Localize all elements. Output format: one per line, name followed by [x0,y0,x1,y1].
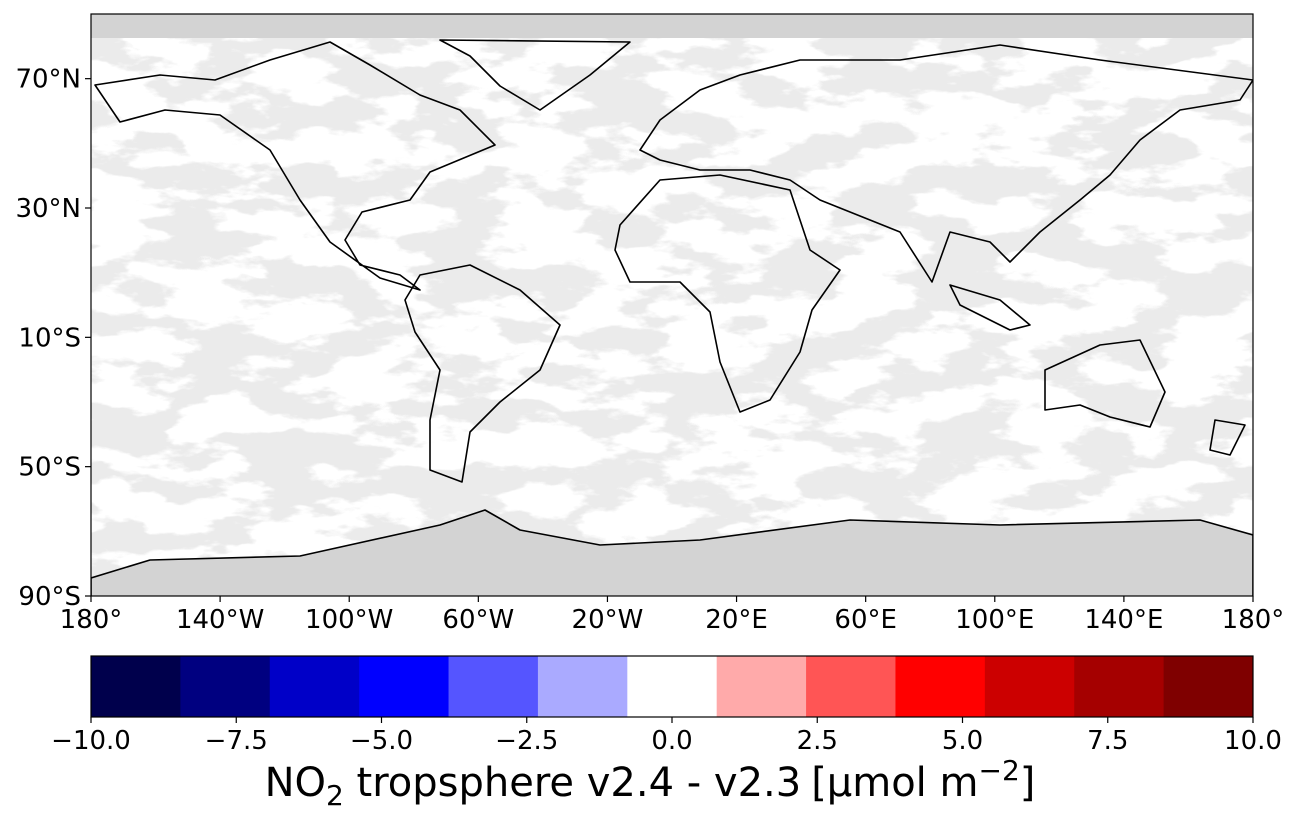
x-tick-label: 180° [1222,605,1285,635]
africa [614,174,841,413]
south-america [404,264,561,483]
cloud-band [91,14,1253,38]
y-tick-label: 10°S [18,323,81,353]
y-tick-label: 30°N [15,194,81,224]
colorbar-bin [91,656,181,717]
colorbar-bin [806,656,896,717]
colorbar-tick-label: 7.5 [1087,726,1128,756]
label-unit: [µmol m [811,760,978,806]
colorbar-bin [1074,656,1165,717]
x-tick-label: 140°E [1084,605,1163,635]
colorbar [91,656,1254,717]
map-background [91,14,1253,596]
eurasia [639,44,1253,283]
label-species: NO [265,760,326,806]
colorbar-bin [1163,656,1254,717]
x-tick-label: 60°E [834,605,897,635]
colorbar-bin [448,656,539,717]
label-close: ] [1020,760,1036,806]
greenland [439,39,631,111]
colorbar-tick-label: −10.0 [51,726,131,756]
cloud-mask [91,14,1253,596]
colorbar-bin [359,656,450,717]
label-text: tropsphere v2.4 - v2.3 [344,760,801,806]
y-tick-label: 50°S [18,453,81,483]
colorbar-bin [627,656,718,717]
colorbar-label: NO2 tropsphere v2.4 - v2.3 [µmol m−2] [265,754,1036,812]
colorbar-tick-label: −7.5 [205,726,268,756]
label-subscript: 2 [326,779,344,812]
x-tick-label: 20°W [572,605,644,635]
australia [1044,339,1166,428]
x-tick-label: 180° [60,605,123,635]
map-frame [90,13,1254,597]
x-tick-label: 100°E [955,605,1034,635]
indonesia [949,284,1031,331]
new-zealand [1209,419,1246,456]
colorbar-bin [269,656,360,717]
colorbar-tick-label: −5.0 [350,726,413,756]
colorbar-tick-label: 5.0 [942,726,983,756]
label-superscript: −2 [978,754,1019,787]
colorbar-bin [984,656,1075,717]
colorbar-tick-label: 0.0 [651,726,692,756]
x-tick-label: 60°W [442,605,514,635]
y-tick-label: 90°S [18,582,81,612]
x-tick-label: 140°W [176,605,264,635]
colorbar-bin [895,656,986,717]
y-tick-label: 70°N [15,65,81,95]
x-tick-label: 100°W [305,605,393,635]
x-tick-label: 20°E [705,605,768,635]
colorbar-bin [180,656,271,717]
antarctica [91,509,1253,596]
north-america [94,41,496,291]
colorbar-tick-label: 10.0 [1224,726,1282,756]
colorbar-bin [716,656,807,717]
colorbar-tick-label: −2.5 [495,726,558,756]
colorbar-bin [537,656,628,717]
colorbar-tick-label: 2.5 [797,726,838,756]
